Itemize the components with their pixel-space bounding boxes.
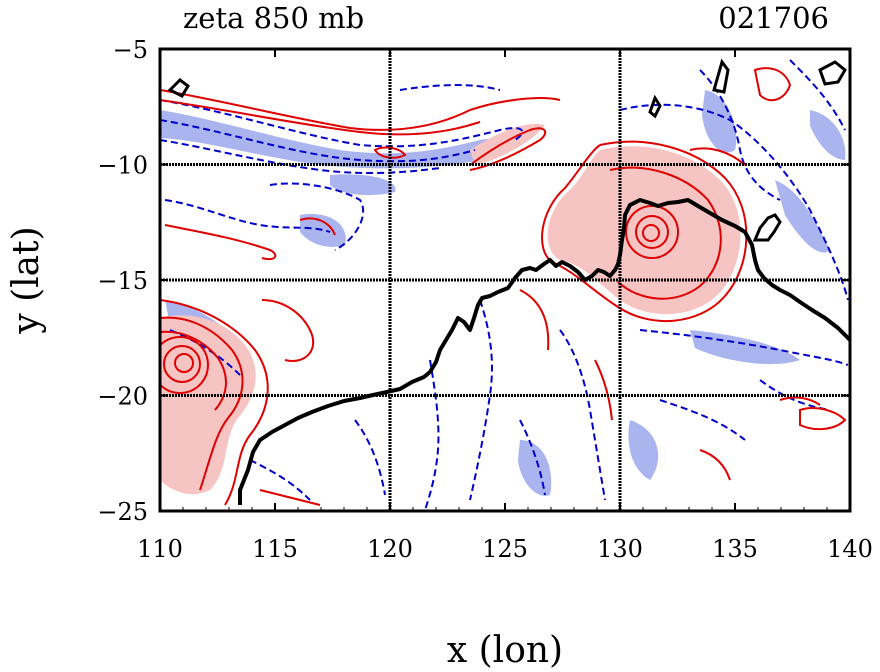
negative-contour <box>559 329 606 501</box>
positive-contour <box>160 99 481 136</box>
negative-contour <box>519 419 546 496</box>
negative-contour <box>639 329 849 366</box>
positive-contour <box>373 146 407 159</box>
coastline-island <box>712 58 730 94</box>
y-tick-label: −25 <box>97 498 148 526</box>
y-axis: −5 −10 −15 −20 −25 <box>97 36 850 526</box>
negative-patch-ne2 <box>775 180 830 253</box>
x-tick-label: 135 <box>712 535 758 563</box>
positive-vortex-east-ring <box>635 215 669 249</box>
negative-contour <box>269 182 365 251</box>
positive-contour <box>799 407 847 431</box>
positive-contour <box>541 140 748 323</box>
positive-patch-north <box>470 123 545 165</box>
x-tick-label: 120 <box>367 535 413 563</box>
positive-contour <box>469 127 547 171</box>
positive-vortex-east-ring <box>642 224 660 242</box>
positive-contours <box>160 67 847 506</box>
x-tick-label: 130 <box>597 535 643 563</box>
negative-contour <box>164 199 331 233</box>
coastline-island <box>818 60 847 86</box>
positive-contour <box>699 449 731 481</box>
coastline-island <box>648 94 662 119</box>
coastline-island <box>167 78 190 98</box>
positive-vortex-west-fill <box>160 315 256 495</box>
x-tick-label: 115 <box>252 535 298 563</box>
positive-contour <box>160 299 269 506</box>
positive-contour <box>689 147 746 166</box>
positive-vortex-west-ring <box>174 353 194 373</box>
positive-contour <box>160 316 244 491</box>
negative-patch-center <box>330 174 396 196</box>
y-axis-label: y (lat) <box>6 226 47 334</box>
coastline-inlet <box>752 213 782 242</box>
negative-contour <box>354 419 386 496</box>
negative-patch-se3 <box>628 420 659 480</box>
negative-patch-ne3 <box>810 110 846 160</box>
positive-contour <box>594 359 613 421</box>
positive-contour <box>299 217 336 236</box>
grid-lines <box>160 49 850 511</box>
negative-contour <box>160 119 476 163</box>
positive-vortex-west-ring <box>163 345 201 383</box>
negative-band-north <box>160 110 501 169</box>
negative-contour <box>789 59 846 131</box>
positive-vortex-west-ring <box>160 336 209 394</box>
negative-patch-west <box>300 214 346 247</box>
negative-contour <box>399 84 501 91</box>
x-tick-label: 125 <box>482 535 528 563</box>
positive-contour <box>164 224 277 261</box>
negative-contour <box>160 99 524 148</box>
y-tick-label: −20 <box>97 383 148 411</box>
chart-title-left: zeta 850 mb <box>183 1 364 35</box>
positive-vortex-east-ring <box>625 205 679 259</box>
y-tick-label: −5 <box>113 36 148 64</box>
x-tick-label: 110 <box>137 535 183 563</box>
negative-contour <box>249 459 311 501</box>
negative-contour <box>424 359 440 511</box>
plot-area <box>160 49 850 511</box>
positive-contour <box>519 289 550 351</box>
x-axis: 110 115 120 125 130 135 140 <box>137 49 873 563</box>
positive-contour <box>160 89 561 131</box>
x-tick-label: 140 <box>827 535 873 563</box>
negative-contours <box>160 59 849 511</box>
positive-contour <box>259 489 321 506</box>
positive-contour <box>779 396 821 406</box>
y-tick-label: −10 <box>97 152 148 180</box>
negative-contour <box>659 399 746 441</box>
negative-contour <box>619 103 849 301</box>
chart-title-right: 021706 <box>718 1 829 35</box>
y-tick-label: −15 <box>97 267 148 295</box>
negative-patch-ne1 <box>702 90 737 153</box>
x-axis-label: x (lon) <box>447 630 563 671</box>
positive-contour <box>609 166 722 300</box>
positive-contour <box>753 67 792 102</box>
positive-contour <box>261 299 315 362</box>
coastline <box>238 198 850 505</box>
